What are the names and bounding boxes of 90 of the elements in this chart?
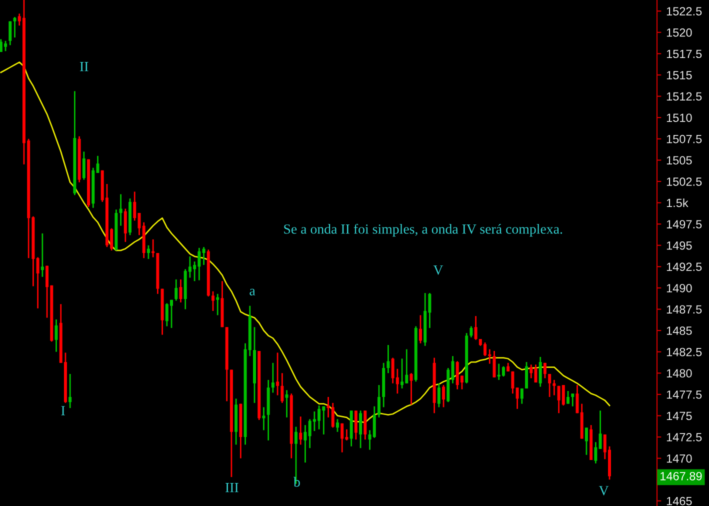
candlestick xyxy=(418,314,422,344)
candlestick xyxy=(474,315,478,341)
candlestick xyxy=(530,364,533,379)
y-tick-label: 1517.5 xyxy=(666,50,702,58)
y-tick-label: 1472.5 xyxy=(666,433,702,442)
y-tick-label: 1492.5 xyxy=(666,262,702,272)
candlestick xyxy=(304,424,307,464)
candlestick xyxy=(520,388,524,404)
candlestick xyxy=(174,278,178,302)
annotation: I xyxy=(61,406,65,416)
candlestick xyxy=(68,373,72,409)
candlestick xyxy=(576,384,579,414)
y-tick-label: 1515 xyxy=(666,71,692,80)
candlestick xyxy=(470,326,473,338)
candlestick xyxy=(331,402,334,428)
candlestick xyxy=(451,355,454,384)
candlestick xyxy=(594,441,598,464)
y-tick-label: 1505 xyxy=(666,156,692,165)
candlestick xyxy=(538,356,542,388)
annotation: Se a onda II foi simples, a onda IV será complexa. xyxy=(284,224,562,237)
annotation: V xyxy=(433,265,444,275)
candlestick xyxy=(336,418,339,433)
y-tick-label: 1465 xyxy=(666,496,692,506)
candlestick xyxy=(212,290,215,312)
candlestick xyxy=(400,358,404,390)
y-tick-label: 1487.5 xyxy=(666,305,702,314)
text: 1467.89 xyxy=(660,472,702,480)
candlestick xyxy=(410,372,413,406)
candlestick xyxy=(40,232,44,278)
y-tick-label: 1477.5 xyxy=(666,390,702,399)
candlestick xyxy=(36,256,40,310)
candlestick xyxy=(13,16,16,38)
candlestick xyxy=(437,382,440,408)
candlestick xyxy=(285,389,288,418)
candlestick xyxy=(340,422,344,454)
y-tick-label: 1490 xyxy=(666,284,692,292)
candlestick xyxy=(584,426,588,456)
y-tick-label: 1470 xyxy=(666,454,692,463)
y-tick-label: 1522.5 xyxy=(666,7,702,16)
candlestick xyxy=(119,194,122,226)
candlestick xyxy=(377,384,380,418)
candlestick xyxy=(179,278,182,304)
candlestick xyxy=(571,392,574,408)
y-tick-label: 1507.5 xyxy=(666,134,702,144)
candlestick xyxy=(511,370,514,394)
candlestick xyxy=(271,362,274,394)
candlestick xyxy=(552,379,556,396)
y-tick-label: 1497.5 xyxy=(666,220,702,228)
candlestick xyxy=(502,366,505,378)
annotation: III xyxy=(225,483,238,492)
y-tick-label: 1510 xyxy=(666,114,692,122)
candlestick xyxy=(8,20,12,46)
candlestick xyxy=(216,293,220,316)
candlestick xyxy=(525,361,528,390)
candlestick xyxy=(280,372,284,404)
y-tick-label: 1482.5 xyxy=(666,348,702,356)
y-tick-label: 1.5k xyxy=(666,198,688,208)
candlestick xyxy=(276,352,280,396)
candlestick xyxy=(4,40,8,52)
y-tick-label: 1520 xyxy=(666,28,692,37)
candlestick xyxy=(516,386,519,410)
annotation: V xyxy=(598,486,609,496)
candlestick xyxy=(354,410,358,440)
y-tick-label: 1475 xyxy=(666,412,692,420)
candlestick xyxy=(152,238,155,258)
candlestick xyxy=(364,410,367,440)
annotation: II xyxy=(80,62,88,72)
candlestick xyxy=(359,410,362,449)
candlestick xyxy=(124,208,127,243)
candlestick xyxy=(598,410,602,450)
candlestick xyxy=(372,406,376,439)
candlestick xyxy=(566,390,570,404)
y-tick-label: 1495 xyxy=(666,241,692,250)
y-tick-label: 1512.5 xyxy=(666,92,702,101)
candlestick xyxy=(202,246,206,266)
candlestick xyxy=(299,416,302,446)
y-tick-label: 1502.5 xyxy=(666,177,702,186)
candlestick xyxy=(262,406,266,431)
candlestick xyxy=(562,384,565,406)
candlestick xyxy=(543,362,546,379)
candlestick xyxy=(492,350,496,378)
y-tick-label: 1485 xyxy=(666,326,692,335)
candlestick xyxy=(146,244,150,260)
candlestick xyxy=(54,318,58,353)
annotation: a xyxy=(250,288,256,296)
candlestick xyxy=(82,150,86,180)
candlestick xyxy=(548,373,552,398)
y-tick-label: 1480 xyxy=(666,369,692,378)
candlestick xyxy=(386,344,390,374)
candlestick xyxy=(442,384,446,408)
